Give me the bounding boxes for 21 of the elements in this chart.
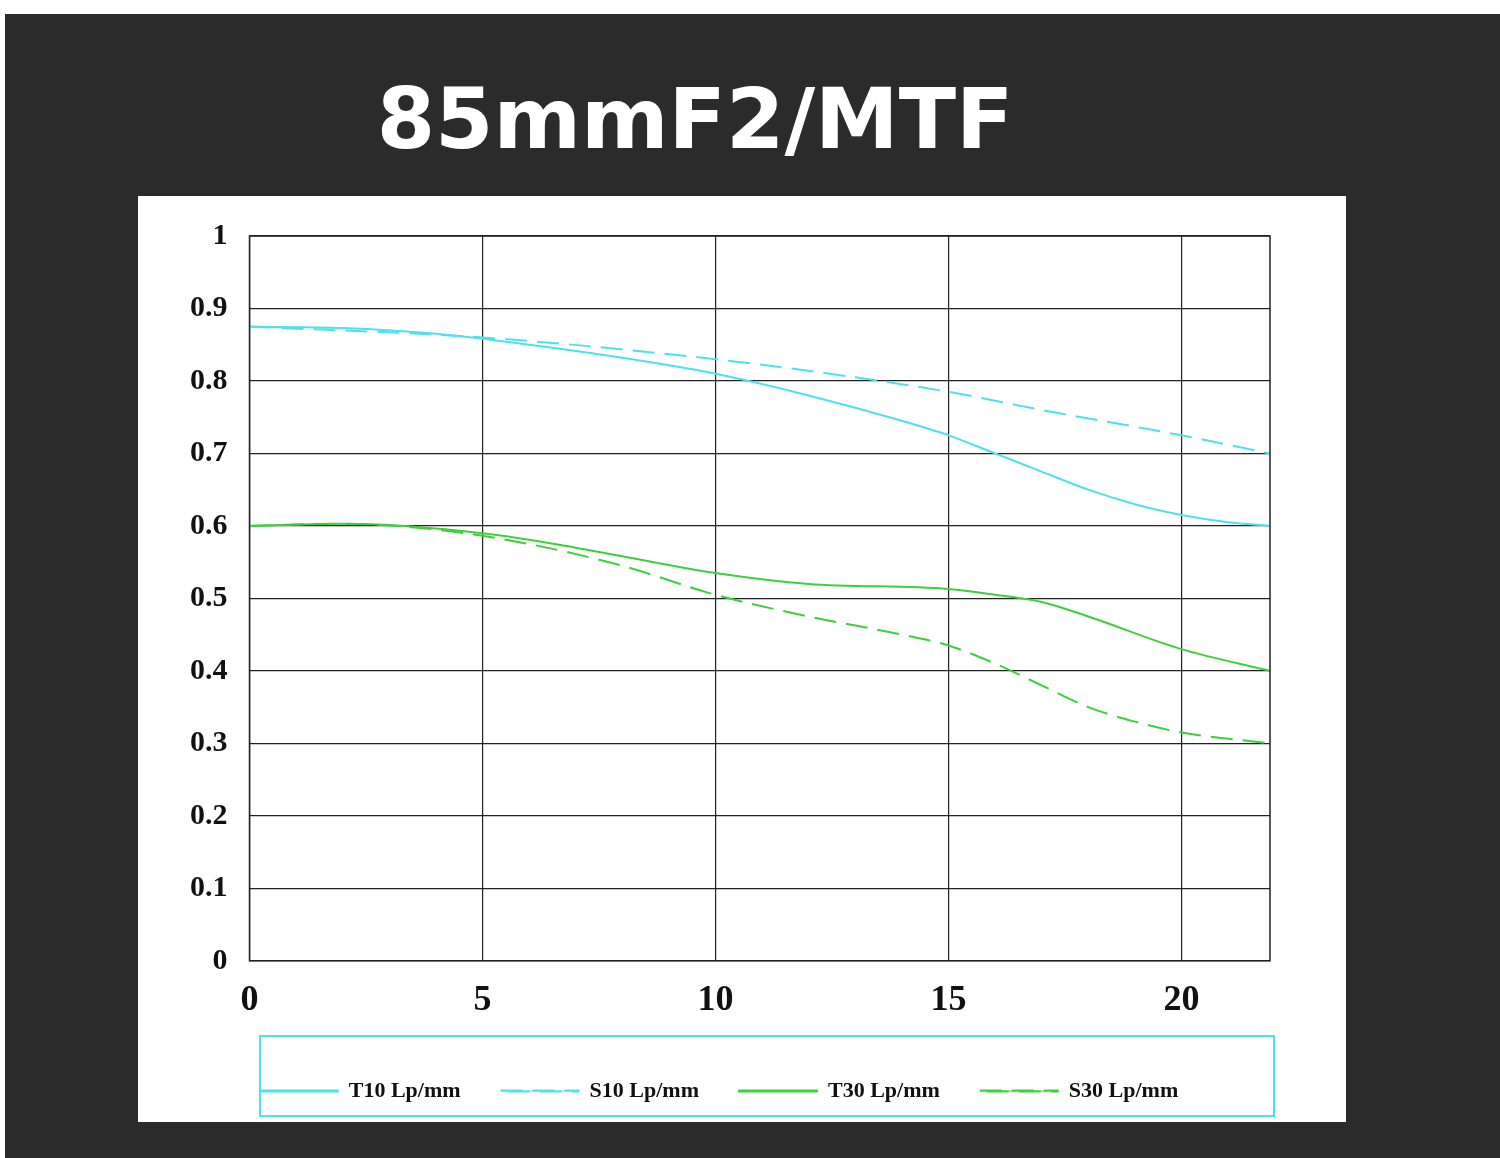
- legend-label: T30 Lp/mm: [828, 1076, 940, 1102]
- legend-label: T10 Lp/mm: [348, 1076, 461, 1102]
- y-tick-label: 0.9: [190, 289, 228, 323]
- x-tick-label: 0: [240, 977, 259, 1018]
- x-tick-label: 20: [1163, 977, 1200, 1018]
- y-tick-label: 0.3: [190, 724, 228, 758]
- y-tick-label: 0.4: [190, 651, 228, 685]
- y-tick-label: 0.2: [190, 796, 228, 830]
- y-tick-label: 0.5: [190, 579, 228, 613]
- x-tick-label: 15: [930, 977, 967, 1018]
- y-tick-label: 0.6: [190, 506, 228, 540]
- y-tick-label: 1: [212, 216, 228, 250]
- x-tick-label: 10: [697, 977, 734, 1018]
- y-tick-label: 0.7: [190, 434, 228, 468]
- y-tick-label: 0.8: [190, 361, 228, 395]
- legend-label: S30 Lp/mm: [1068, 1076, 1179, 1102]
- legend-label: S10 Lp/mm: [589, 1076, 700, 1102]
- y-tick-label: 0: [212, 941, 228, 975]
- chart-title: 85mmF2/MTF: [375, 70, 1015, 168]
- y-tick-label: 0.1: [190, 869, 228, 903]
- x-tick-label: 5: [473, 977, 492, 1018]
